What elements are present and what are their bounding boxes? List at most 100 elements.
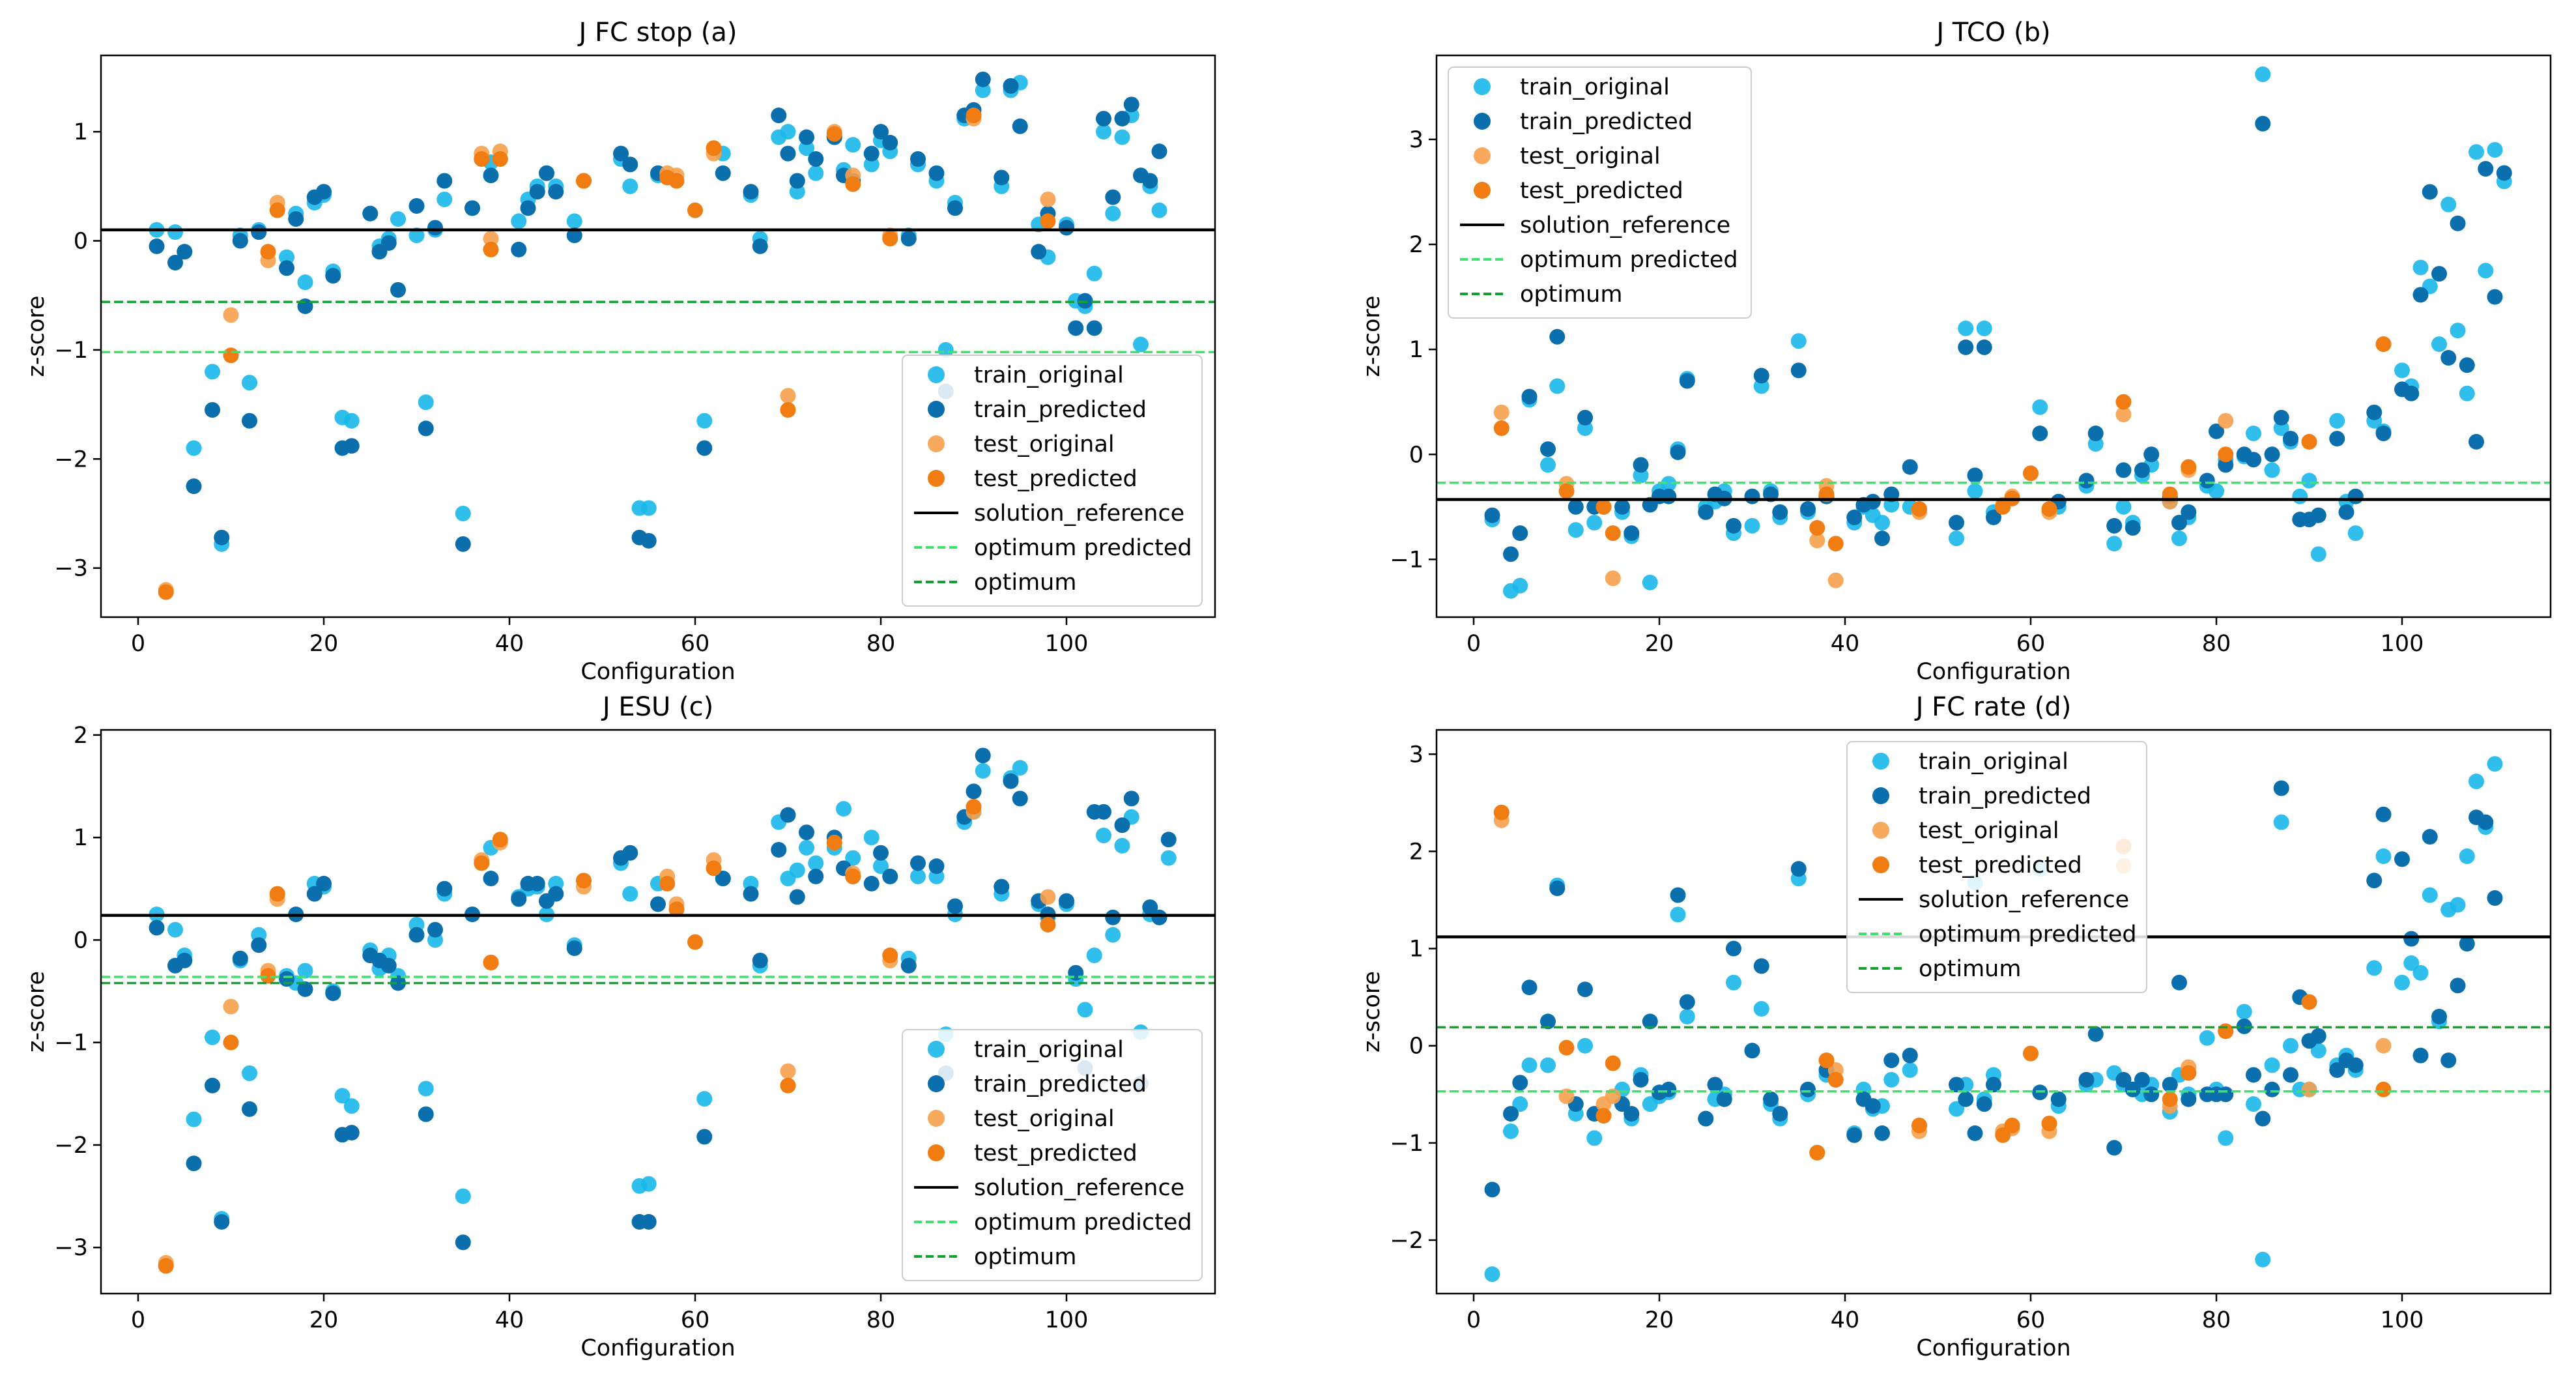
point-train-original: [845, 137, 861, 153]
point-train-predicted: [1753, 958, 1769, 974]
point-train-predicted: [2246, 452, 2261, 468]
legend-label: test_original: [1520, 143, 1661, 169]
point-train-predicted: [975, 71, 991, 87]
point-test-predicted: [1827, 1071, 1844, 1088]
point-train-predicted: [808, 151, 824, 167]
point-train-original: [455, 1188, 471, 1204]
point-train-original: [1077, 1002, 1093, 1018]
point-train-original: [1086, 948, 1102, 963]
point-test-predicted: [2218, 446, 2234, 463]
point-train-predicted: [696, 1129, 713, 1145]
point-train-predicted: [1068, 320, 1084, 336]
point-test-predicted: [1605, 1055, 1621, 1071]
point-train-original: [2032, 399, 2048, 415]
x-tick-label: 40: [1831, 1307, 1860, 1333]
point-train-original: [343, 1098, 360, 1114]
point-train-predicted: [455, 536, 471, 552]
point-train-predicted: [1114, 111, 1130, 127]
point-test-predicted: [2375, 1081, 2392, 1097]
point-train-predicted: [2375, 426, 2392, 442]
point-train-original: [408, 227, 425, 244]
point-train-predicted: [1958, 339, 1974, 355]
y-axis-label: z-score: [23, 295, 50, 377]
x-tick-label: 100: [2381, 631, 2424, 657]
legend-marker-test-original: [1474, 147, 1491, 164]
point-train-predicted: [242, 413, 257, 429]
point-test-predicted: [1809, 520, 1825, 536]
point-train-original: [297, 963, 313, 979]
point-train-predicted: [2478, 161, 2494, 177]
y-tick-label: 2: [74, 723, 88, 749]
point-train-predicted: [1567, 499, 1584, 515]
point-train-predicted: [752, 238, 768, 254]
point-train-predicted: [2450, 215, 2466, 231]
point-train-predicted: [2255, 115, 2271, 132]
point-train-predicted: [2264, 1081, 2280, 1097]
x-tick-label: 0: [1467, 631, 1481, 657]
point-train-predicted: [2450, 978, 2466, 994]
legend-marker-test-original: [928, 1110, 945, 1127]
point-train-original: [2469, 144, 2484, 160]
y-tick-label: −2: [54, 446, 88, 472]
point-train-predicted: [483, 871, 499, 887]
point-train-predicted: [1503, 1106, 1519, 1122]
point-test-predicted: [223, 347, 239, 364]
point-train-predicted: [511, 241, 527, 257]
point-train-original: [799, 839, 814, 856]
point-train-original: [640, 1176, 657, 1192]
point-train-predicted: [863, 875, 880, 891]
x-tick-label: 80: [866, 1307, 896, 1333]
point-train-predicted: [2469, 433, 2484, 450]
point-train-original: [566, 213, 582, 229]
legend-label: optimum predicted: [1520, 247, 1738, 273]
x-tick-label: 20: [1645, 1307, 1674, 1333]
legend-label: train_original: [1520, 74, 1670, 100]
point-train-original: [2431, 336, 2447, 353]
point-train-predicted: [186, 1155, 202, 1172]
point-test-predicted: [882, 231, 898, 247]
legend-label: train_predicted: [1520, 109, 1693, 135]
point-train-predicted: [2106, 517, 2123, 534]
legend-label: optimum predicted: [974, 1210, 1192, 1236]
point-test-original: [483, 231, 499, 247]
chart-panel-2: J TCO (b) 0 20 40 60 80 100 −1 0 1 2 3 Configuration…: [1359, 18, 2552, 685]
point-train-predicted: [2366, 404, 2383, 420]
point-train-predicted: [2283, 431, 2298, 447]
x-tick-label: 60: [2016, 631, 2046, 657]
y-tick-label: −3: [54, 556, 88, 582]
point-train-predicted: [1059, 220, 1074, 236]
point-train-predicted: [316, 184, 332, 200]
point-train-original: [1883, 1071, 1900, 1088]
point-train-predicted: [436, 173, 453, 189]
point-test-predicted: [2023, 465, 2039, 482]
point-train-predicted: [1540, 1013, 1556, 1030]
point-train-original: [1790, 333, 1807, 349]
point-train-predicted: [1661, 488, 1677, 504]
point-train-predicted: [1753, 368, 1769, 384]
legend-marker-train-predicted: [928, 401, 945, 418]
point-train-original: [2301, 472, 2317, 489]
point-test-original: [2218, 413, 2234, 429]
point-train-original: [1133, 336, 1149, 353]
point-train-original: [2487, 142, 2503, 158]
point-train-original: [2412, 964, 2429, 981]
point-test-original: [1827, 572, 1844, 588]
point-train-predicted: [2143, 1086, 2160, 1103]
point-train-original: [2469, 774, 2484, 790]
point-test-predicted: [2115, 394, 2132, 410]
point-test-predicted: [576, 173, 592, 189]
legend-label: test_predicted: [974, 466, 1138, 492]
point-train-original: [2310, 1043, 2326, 1059]
point-train-original: [640, 500, 657, 516]
point-train-predicted: [427, 921, 443, 938]
point-test-predicted: [474, 151, 490, 167]
point-train-original: [2106, 536, 2123, 552]
point-train-predicted: [242, 1101, 257, 1117]
legend: train_original train_predicted test_origin…: [1448, 66, 1752, 319]
legend-label: test_predicted: [974, 1140, 1138, 1167]
reference-lines: [101, 228, 1215, 354]
point-train-predicted: [529, 184, 545, 200]
point-train-predicted: [297, 981, 313, 997]
point-train-predicted: [1540, 441, 1556, 457]
point-train-original: [2440, 196, 2457, 212]
